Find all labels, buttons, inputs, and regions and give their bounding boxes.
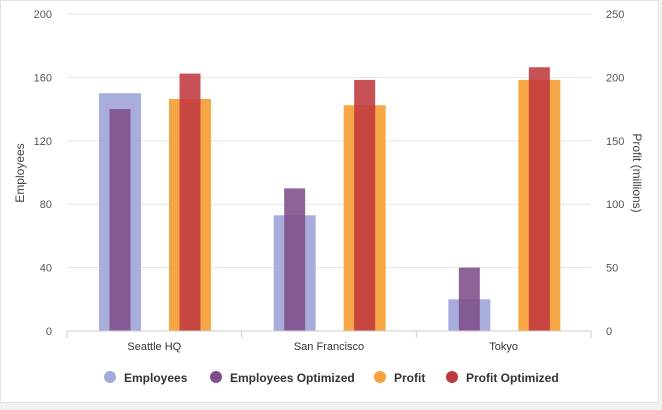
x-tick-label: San Francisco [294, 341, 364, 353]
y-tick-label: 160 [34, 72, 52, 84]
bar [284, 188, 306, 331]
axes: Employees Profit (millions) 0 40 80 120 160 2… [13, 9, 644, 353]
legend-label: Employees [124, 371, 188, 385]
x-tick-label: Tokyo [489, 341, 518, 353]
gridlines [67, 13, 591, 269]
y2-tick-label: 150 [606, 136, 624, 148]
bar [179, 73, 201, 331]
y2-tick-label: 200 [606, 72, 624, 84]
y2-tick-label: 50 [606, 263, 618, 275]
legend-marker [104, 371, 116, 383]
bars [99, 67, 561, 332]
bar [109, 109, 131, 331]
bar [458, 267, 480, 331]
y-tick-label: 200 [34, 9, 52, 21]
y-tick-label: 120 [34, 136, 52, 148]
legend-marker [210, 371, 222, 383]
y-tick-label: 80 [40, 199, 52, 211]
y2-tick-label: 0 [606, 326, 612, 338]
legend-label: Employees Optimized [230, 371, 355, 385]
legend-label: Profit Optimized [466, 371, 559, 385]
legend-marker [374, 371, 386, 383]
y-axis-title: Employees [13, 143, 27, 202]
legend: Employees Employees Optimized Profit Profit… [104, 371, 559, 385]
y-tick-label: 40 [40, 263, 52, 275]
x-tick-label: Seattle HQ [127, 341, 181, 353]
legend-label: Profit [394, 371, 425, 385]
bar [528, 67, 550, 332]
bar [354, 79, 376, 331]
y2-axis-title: Profit (millions) [630, 133, 644, 212]
legend-marker [446, 371, 458, 383]
y2-tick-label: 250 [606, 9, 624, 21]
y-tick-label: 0 [46, 326, 52, 338]
y2-tick-label: 100 [606, 199, 624, 211]
